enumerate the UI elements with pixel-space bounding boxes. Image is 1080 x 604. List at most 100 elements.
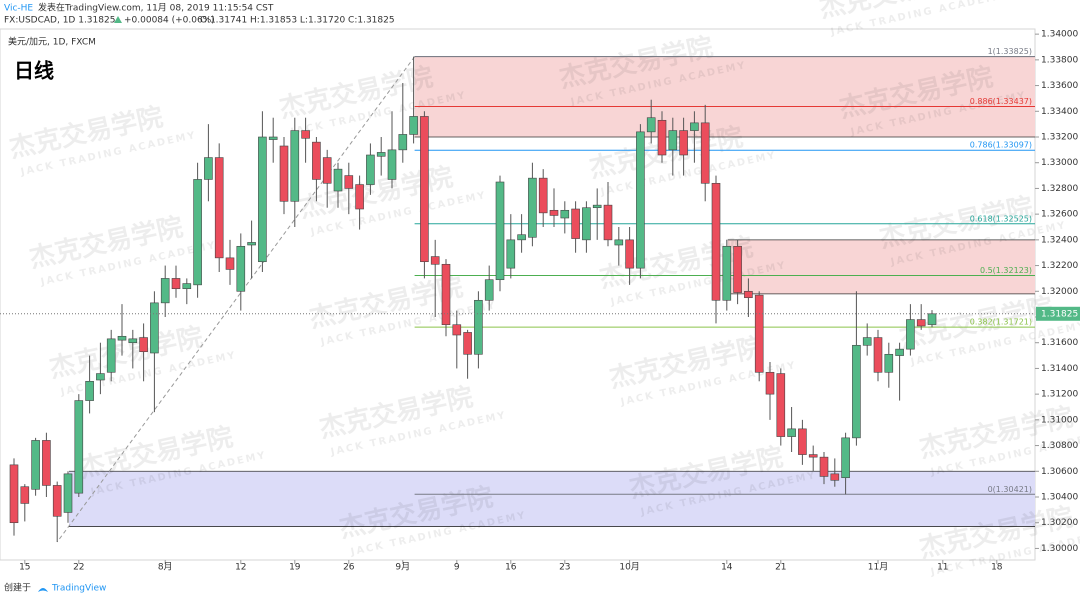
candle-body — [463, 332, 472, 355]
candle-body — [603, 204, 613, 241]
y-tick-label: 1.30400 — [1041, 493, 1078, 503]
fib-label: 0.786(1.33097) — [970, 141, 1032, 150]
candle-body — [700, 122, 710, 184]
ohlc: O:1.31741 H:1.31853 L:1.31720 C:1.31825 — [200, 16, 395, 26]
x-tick-label: 10月 — [619, 562, 639, 573]
candle-body — [528, 177, 537, 238]
candle-body — [690, 122, 699, 131]
candle-body — [430, 256, 440, 265]
candle-body — [711, 182, 721, 301]
candle-body — [139, 337, 148, 353]
candle-body — [52, 485, 62, 517]
fib-label: 0.382(1.31721) — [970, 318, 1032, 327]
candle-body — [484, 279, 494, 301]
candle-body — [322, 157, 332, 184]
candle-body — [636, 131, 645, 269]
candle-body — [128, 338, 138, 344]
candle-body — [571, 208, 580, 239]
x-tick-label: 16 — [505, 563, 517, 573]
candle-body — [312, 141, 321, 180]
y-tick-label: 1.31200 — [1041, 390, 1078, 400]
axes: 1.30000 1.30200 1.30400 1.30600 1.30800 1.310… — [0, 30, 1080, 573]
zone — [727, 239, 1035, 294]
candle-body — [927, 313, 937, 325]
candle-body — [236, 245, 246, 292]
candle-body — [268, 136, 278, 140]
y-tick-label: 1.30000 — [1041, 544, 1078, 554]
y-tick-label: 1.32600 — [1041, 210, 1078, 220]
candle-body — [333, 168, 343, 192]
candle-body — [819, 456, 829, 477]
candle-body — [517, 234, 526, 241]
x-tick-label: 15 — [19, 563, 30, 573]
y-tick-label: 1.33000 — [1041, 158, 1078, 168]
candle-body — [852, 344, 861, 439]
candle-body — [625, 239, 634, 269]
x-tick-label: 12 — [235, 563, 246, 573]
y-tick-label: 1.30800 — [1041, 441, 1078, 451]
footer: 创建于 — [4, 582, 31, 594]
x-tick-label: 11月 — [868, 562, 888, 573]
y-tick-label: 1.32800 — [1041, 184, 1078, 194]
y-tick-label: 1.31600 — [1041, 338, 1078, 348]
candle-body — [63, 473, 73, 513]
candle-body — [830, 473, 840, 481]
candle-body — [150, 302, 159, 354]
y-tick-label: 1.33400 — [1041, 107, 1078, 117]
candle-body — [117, 335, 127, 341]
candle-body — [722, 245, 732, 301]
candle-body — [355, 184, 364, 210]
candle-body — [376, 152, 386, 157]
candle-body — [895, 348, 904, 356]
y-tick-label: 1.33600 — [1041, 81, 1078, 91]
candle-body — [916, 319, 926, 327]
candles — [9, 56, 937, 542]
candle-body — [20, 486, 30, 504]
brand-logo — [38, 588, 48, 592]
timeframe-label: 日线 — [14, 59, 54, 83]
candle-body — [193, 179, 202, 286]
candle-body — [290, 130, 300, 202]
zones — [69, 56, 1036, 527]
candle-body — [906, 319, 915, 350]
publisher[interactable]: Vic-HE — [4, 4, 33, 14]
y-tick-label: 1.32400 — [1041, 235, 1078, 245]
x-tick-label: 11 — [937, 563, 948, 573]
candle-body — [798, 428, 807, 455]
brand[interactable]: TradingView — [51, 584, 106, 594]
x-tick-label: 8月 — [158, 562, 173, 573]
candle-body — [258, 136, 267, 263]
candle-body — [549, 209, 559, 216]
fib-label: 0.5(1.32123) — [980, 266, 1032, 275]
x-tick-label: 14 — [721, 563, 733, 573]
y-tick-label: 1.33800 — [1041, 55, 1078, 65]
candle-body — [560, 209, 570, 219]
y-tick-label: 1.32200 — [1041, 261, 1078, 271]
last-price-box — [1036, 306, 1080, 321]
candle-body — [182, 283, 192, 290]
x-tick-label: 9 — [454, 563, 460, 573]
candle-body — [646, 117, 656, 133]
candle-body — [582, 207, 591, 241]
candle-body — [614, 239, 624, 246]
candle-body — [409, 116, 418, 135]
candle-body — [214, 157, 224, 259]
up-arrow — [114, 16, 122, 23]
candle-body — [42, 440, 51, 486]
candle-body — [808, 454, 818, 458]
candle-body — [841, 437, 850, 479]
x-tick-label: 23 — [559, 563, 570, 573]
candle-body — [873, 337, 883, 373]
candle-body — [862, 337, 872, 346]
zone — [414, 56, 1036, 138]
candle-body — [744, 290, 753, 299]
x-tick-label: 9月 — [395, 562, 410, 573]
candle-body — [592, 204, 602, 209]
y-tick-label: 1.31000 — [1041, 415, 1078, 425]
candle-body — [679, 130, 688, 156]
candle-body — [420, 116, 429, 263]
published: 发表在TradingView.com, 11月 08, 2019 11:15:5… — [38, 2, 274, 14]
candle-body — [754, 294, 764, 373]
candle-body — [301, 130, 310, 139]
candle-body — [204, 157, 213, 180]
